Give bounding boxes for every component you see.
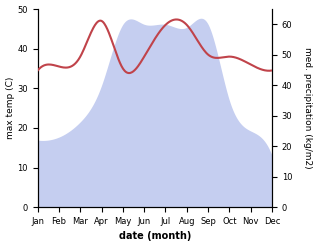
Y-axis label: max temp (C): max temp (C)	[5, 77, 15, 139]
Y-axis label: med. precipitation (kg/m2): med. precipitation (kg/m2)	[303, 47, 313, 169]
X-axis label: date (month): date (month)	[119, 231, 191, 242]
